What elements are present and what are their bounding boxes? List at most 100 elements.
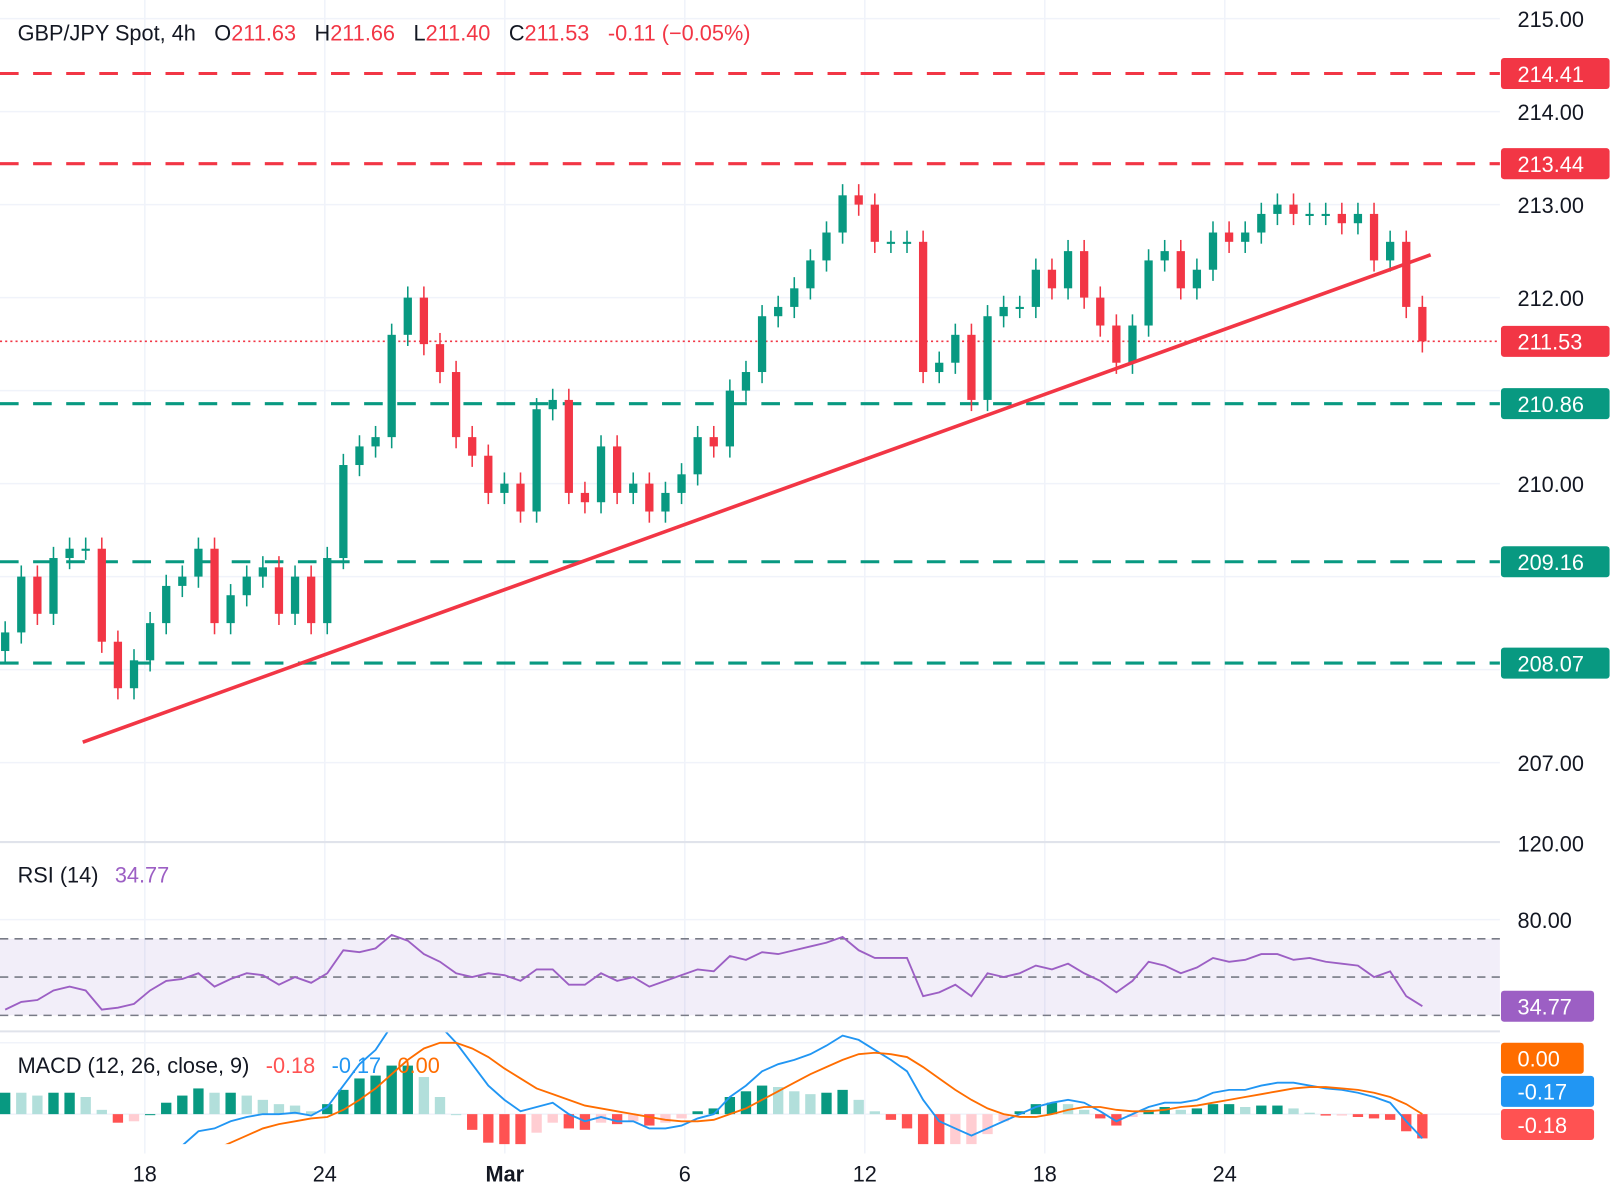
open-label: O [214, 20, 231, 45]
macd-histogram-bar [209, 1092, 220, 1115]
macd-histogram-bar [1417, 1114, 1428, 1139]
macd-histogram-bar [1111, 1114, 1122, 1126]
candle-down [564, 399, 573, 493]
candle-up [983, 316, 992, 400]
candle-down [612, 446, 622, 493]
macd-histogram-bar [225, 1092, 236, 1115]
macd-histogram-bar [950, 1114, 961, 1145]
macd-histogram-bar [966, 1114, 977, 1145]
candle-down [918, 241, 928, 373]
candle-down [307, 576, 316, 624]
macd-histogram-bar [48, 1092, 59, 1115]
macd-signal-value: 0.00 [398, 1053, 440, 1078]
candle-up [49, 558, 58, 614]
candle-down [1418, 306, 1427, 342]
macd-histogram-bar [112, 1114, 124, 1123]
candle-up [1353, 213, 1363, 224]
candle-up [677, 474, 686, 493]
macd-signal-line [225, 1041, 1423, 1145]
last-price-label: 211.53 [1518, 330, 1583, 355]
candle-up [178, 576, 187, 586]
candle-down [645, 483, 654, 512]
macd-histogram-bar [789, 1091, 800, 1115]
candle-up [1305, 213, 1314, 216]
candle-down [1112, 325, 1121, 363]
macd-histogram-bar [1384, 1114, 1396, 1120]
macd-histogram-bar [885, 1114, 897, 1120]
resistance-level-label-bg [1500, 148, 1610, 180]
time-tick-label: 18 [133, 1161, 157, 1186]
support-level-label: 208.07 [1518, 651, 1584, 676]
macd-histogram-bar [434, 1097, 446, 1115]
candle-up [1063, 251, 1073, 289]
macd-histogram-bar [128, 1114, 140, 1122]
candle-up [1257, 213, 1266, 233]
rsi-value: 34.77 [115, 862, 169, 887]
candle-up [242, 576, 251, 596]
macd-histogram-bar [16, 1092, 27, 1115]
macd-title: MACD (12, 26, close, 9) [18, 1053, 250, 1078]
candle-up [999, 306, 1008, 317]
macd-histogram-bar [998, 1114, 1009, 1122]
macd-legend: MACD (12, 26, close, 9) -0.18 -0.17 0.00 [18, 1053, 440, 1078]
candle-up [258, 567, 267, 577]
rsi-title: RSI (14) [18, 862, 99, 887]
candle-up [1, 632, 10, 652]
rsi-line [4, 933, 1423, 1011]
candle-down [1080, 251, 1089, 298]
candle-up [145, 623, 155, 661]
time-axis[interactable]: 18 24 Mar 6 12 18 24 [133, 1161, 1237, 1186]
macd-histogram-bar [1288, 1108, 1299, 1115]
time-tick-label: 12 [853, 1161, 877, 1186]
macd-histogram-bar [660, 1114, 671, 1123]
price-axis[interactable]: 215.00 214.00 213.00 212.00 210.00 207.00 120.… [1518, 7, 1584, 933]
macd-histogram-bar [370, 1075, 381, 1115]
macd-histogram-bar [1240, 1107, 1251, 1115]
candle-up [371, 437, 380, 447]
macd-plot [0, 1032, 1428, 1145]
candle-down [709, 437, 718, 447]
candle-up [387, 334, 396, 438]
candle-up [1128, 325, 1137, 363]
candle-up [532, 409, 541, 512]
candle-up [661, 492, 670, 512]
candle-up [194, 548, 203, 577]
candle-down [33, 576, 42, 614]
macd-histogram-bar [869, 1111, 880, 1115]
candle-up [17, 576, 26, 633]
candle-up [226, 595, 235, 624]
candle-up [355, 446, 364, 466]
price-tick-label: 210.00 [1518, 472, 1584, 497]
macd-histogram-bar [692, 1111, 703, 1115]
macd-signal-label-bg [1500, 1042, 1584, 1074]
macd-histogram-bar [0, 1092, 11, 1115]
grid [0, 0, 1500, 1154]
macd-signal-label: 0.00 [1518, 1047, 1560, 1072]
candle-up [290, 576, 300, 614]
macd-histogram-bar [611, 1114, 623, 1125]
candle-up [693, 437, 702, 475]
macd-histogram-bar [982, 1114, 993, 1135]
macd-macd-label-bg [1500, 1075, 1595, 1107]
candle-down [1337, 213, 1346, 224]
candle-down [1176, 251, 1185, 289]
macd-histogram-bar [338, 1089, 349, 1115]
candle-down [1096, 297, 1105, 326]
price-tick-label: 214.00 [1518, 100, 1584, 125]
candle-up [629, 483, 638, 493]
candle-up [1031, 269, 1040, 307]
candle-down [468, 437, 477, 456]
support-level-label-bg [1500, 546, 1610, 578]
macd-histogram-bar [917, 1114, 929, 1145]
macd-histogram-bar [354, 1078, 365, 1115]
macd-histogram-bar [901, 1114, 913, 1129]
macd-histogram-bar [563, 1114, 574, 1129]
candle-up [822, 232, 831, 261]
macd-histogram-bar [837, 1089, 848, 1115]
candle-down [451, 372, 461, 438]
macd-histogram-bar [418, 1077, 430, 1115]
candle-up [1241, 232, 1250, 242]
axis-labels: 214.41 213.44 210.86 209.16 208.07 211.53 34.7… [1500, 57, 1610, 1140]
macd-histogram-bar [1401, 1114, 1412, 1132]
